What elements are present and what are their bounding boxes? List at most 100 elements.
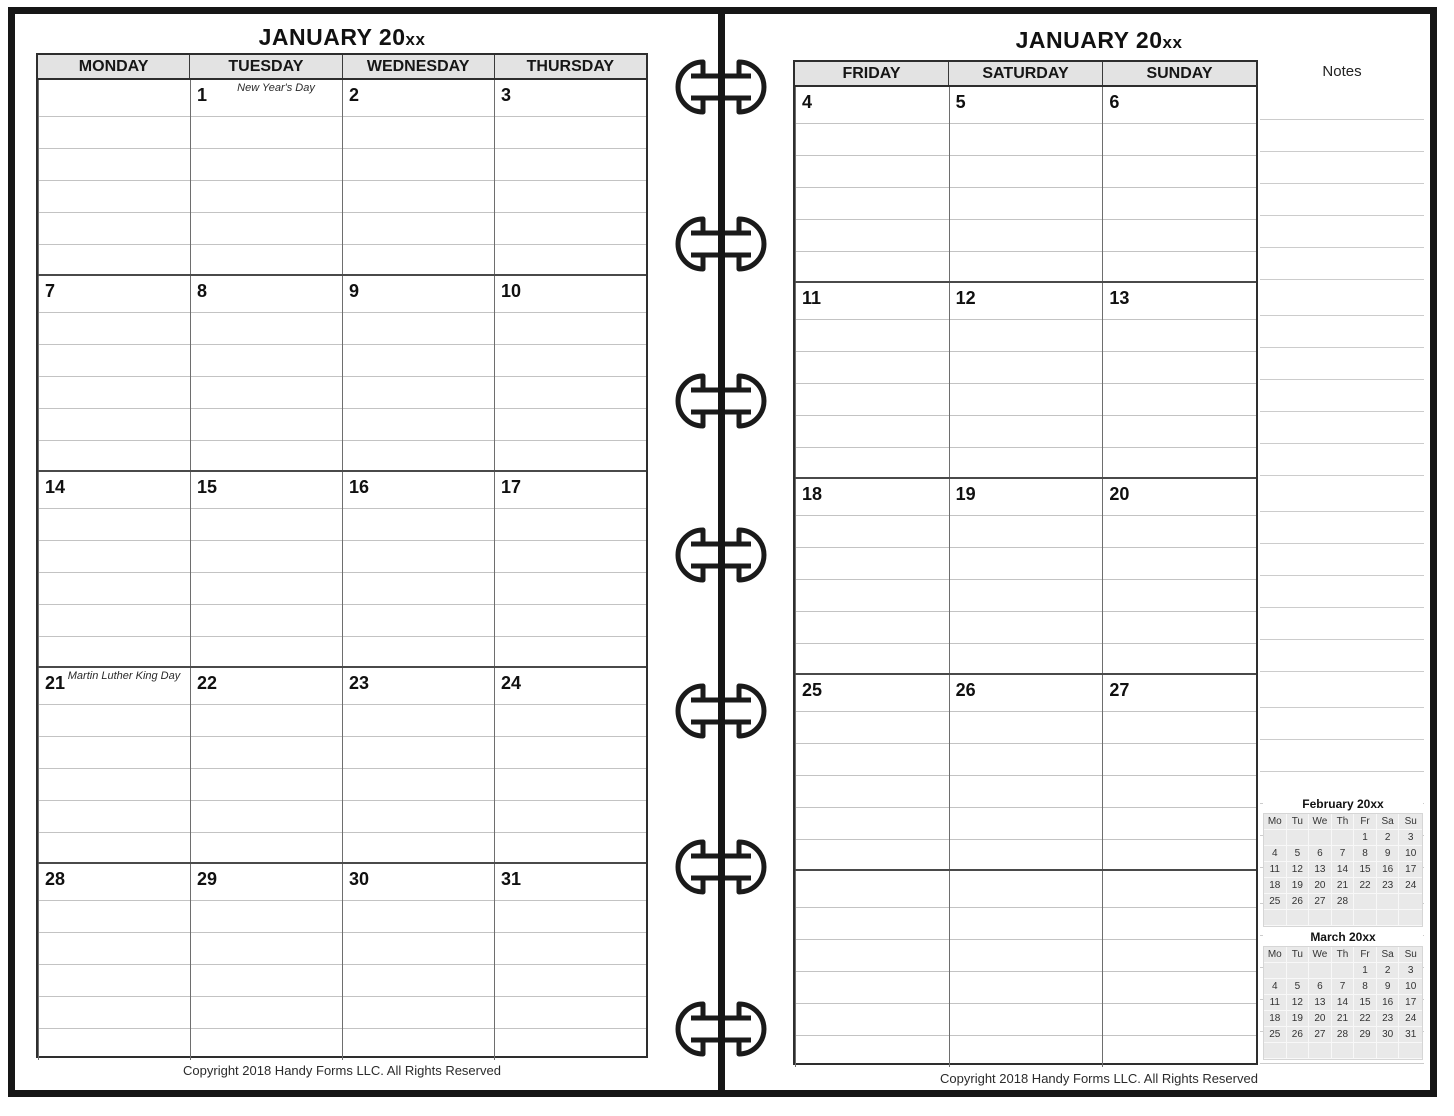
notes-line [1260,1063,1424,1064]
mini-cal-date-cell [1376,894,1400,910]
day-cell: 23 [342,668,494,862]
day-cell: 24 [494,668,646,862]
day-cell: 22 [190,668,342,862]
mini-cal-date-cell [1264,830,1287,846]
date-number: 4 [802,92,813,112]
mini-cal-date-cell: 24 [1399,878,1422,894]
date-number: 19 [955,484,976,504]
writing-line [795,515,1256,516]
left-month-title: JANUARY 20xx [36,24,648,51]
mini-cal-date-cell [1376,910,1400,926]
holiday-label: Martin Luther King Day [67,670,181,682]
binder-ring [669,527,773,588]
mini-cal-date-cell: 23 [1376,878,1400,894]
writing-line [795,939,1256,940]
mini-cal-date-cell: 30 [1376,1027,1400,1043]
date-number: 15 [197,477,218,497]
mini-cal-date-cell [1286,830,1310,846]
date-number: 30 [349,869,370,889]
notes-line [1260,575,1424,576]
mini-cal-date-cell: 12 [1286,995,1310,1011]
date-number: 9 [349,281,360,301]
binder-ring [669,216,773,277]
date-number: 18 [802,484,823,504]
right-copyright: Copyright 2018 Handy Forms LLC. All Righ… [940,1071,1258,1086]
week-row: 11 12 13 [795,283,1256,479]
mini-cal-date-cell: 25 [1264,1027,1287,1043]
writing-line [795,839,1256,840]
mini-cal-date-cell: 27 [1309,894,1332,910]
mini-cal-date-cell: 25 [1264,894,1287,910]
writing-line [795,415,1256,416]
mini-cal-day-header: Sa [1376,814,1400,830]
notes-line [1260,739,1424,740]
mini-cal-date-cell: 2 [1376,963,1400,979]
mini-cal-date-cell: 2 [1376,830,1400,846]
date-number: 1 [197,85,208,105]
mini-cal-date-cell [1309,910,1332,926]
date-number: 17 [501,477,522,497]
mini-cal-date-cell: 29 [1354,1027,1377,1043]
date-number: 13 [1109,288,1130,308]
day-cell: 14 [38,472,190,666]
mini-cal-date-cell: 20 [1309,878,1332,894]
mini-cal-date-cell: 14 [1331,862,1355,878]
day-cell: 15 [190,472,342,666]
mini-cal-day-header: Th [1331,814,1355,830]
date-number: 11 [802,288,822,308]
day-header-monday: MONDAY [78,58,149,75]
mini-cal-date-cell: 22 [1354,1011,1377,1027]
mini-cal-day-header: Sa [1376,947,1400,963]
week-row: 28 29 30 31 [38,864,646,1060]
week-row: 21 Martin Luther King Day 22 23 24 [38,668,646,864]
notes-line [1260,379,1424,380]
mini-cal-date-cell: 7 [1331,846,1355,862]
date-number: 5 [955,92,966,112]
mini-cal-date-cell: 13 [1309,862,1332,878]
day-header-row: MONDAY TUESDAY WEDNESDAY THURSDAY [38,55,646,80]
mini-cal-date-cell: 26 [1286,1027,1310,1043]
mini-calendar: February 20xx Mo Tu We Th Fr Sa Su 1 2 3 4 5 6 7 8 9 10 11… [1263,797,1423,927]
binder-spine [718,7,725,1097]
day-cell: 10 [494,276,646,470]
mini-cal-date-cell [1309,1043,1332,1059]
mini-cal-date-cell: 21 [1331,1011,1355,1027]
left-month-title-main: JANUARY 20 [258,24,406,50]
mini-cal-date-cell [1331,963,1355,979]
holiday-label: New Year's Day [237,82,315,94]
mini-cal-date-cell: 11 [1264,862,1287,878]
notes-line [1260,543,1424,544]
left-copyright: Copyright 2018 Handy Forms LLC. All Righ… [183,1063,501,1078]
mini-cal-day-header: We [1309,814,1332,830]
week-row: 14 15 16 17 [38,472,646,668]
day-cell: 5 [948,87,1103,281]
mini-cal-date-cell: 17 [1399,995,1422,1011]
day-cell [948,871,1103,1067]
notes-label: Notes [1322,63,1362,80]
mini-cal-date-cell: 14 [1331,995,1355,1011]
day-cell: 3 [494,80,646,274]
left-month-title-suffix: xx [405,30,426,49]
notes-line [1260,639,1424,640]
right-calendar-table: FRIDAY SATURDAY SUNDAY 4 5 6 11 12 13 18 19 20 25 26 2… [793,60,1258,1067]
mini-cal-date-cell: 3 [1399,830,1422,846]
mini-cal-date-cell [1354,910,1377,926]
mini-cal-date-cell: 20 [1309,1011,1332,1027]
day-cell: 6 [1102,87,1256,281]
mini-calendar-grid: Mo Tu We Th Fr Sa Su 1 2 3 4 5 6 7 8 9 10 11 12 13 14 15 16 17 1… [1263,946,1423,1060]
mini-cal-date-cell: 9 [1376,979,1400,995]
day-header-sunday: SUNDAY [1102,62,1256,85]
day-header-friday: FRIDAY [842,65,901,82]
date-number: 3 [501,85,512,105]
mini-cal-day-header: Tu [1286,947,1310,963]
mini-cal-date-cell: 23 [1376,1011,1400,1027]
mini-calendar-grid: Mo Tu We Th Fr Sa Su 1 2 3 4 5 6 7 8 9 10 11 12 13 14 15 16 17 1… [1263,813,1423,927]
mini-cal-date-cell [1264,910,1287,926]
writing-line [795,123,1256,124]
week-row: 18 19 20 [795,479,1256,675]
day-cell: 8 [190,276,342,470]
notes-line [1260,247,1424,248]
mini-cal-date-cell: 3 [1399,963,1422,979]
mini-cal-date-cell: 19 [1286,1011,1310,1027]
